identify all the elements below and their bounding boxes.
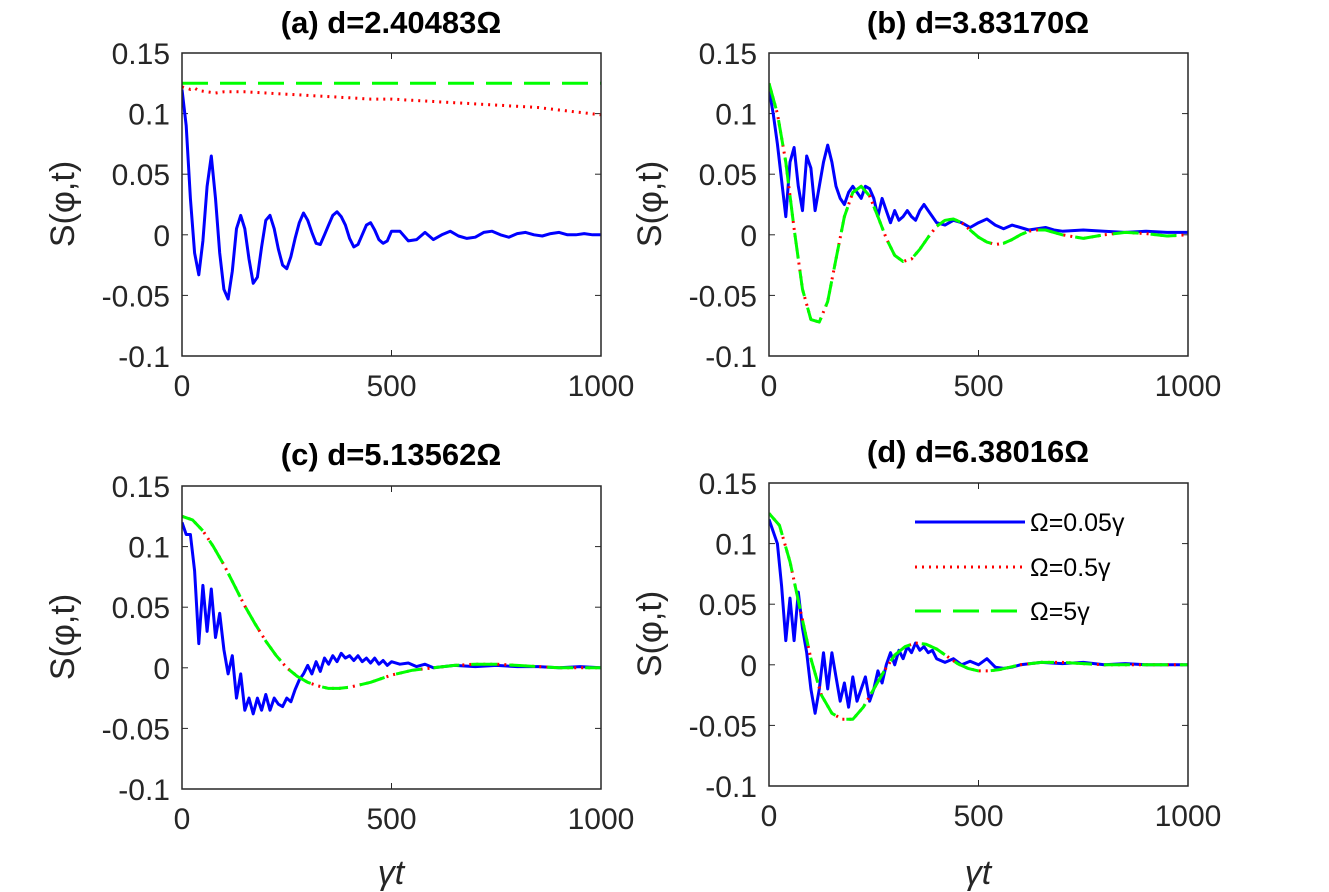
- legend-label-1: Ω=0.5γ: [1030, 554, 1111, 582]
- panel-a-ytick-label-1: -0.05: [102, 280, 170, 313]
- panel-c-xtick-label-1: 500: [366, 803, 416, 836]
- panel-b-ylabel: S(φ,t): [631, 161, 669, 247]
- panel-a: (a) d=2.40483Ω -0.1 -0.05 0 0.05 0.1 0.15 0 500…: [44, 5, 634, 403]
- panel-c-ytick-label-5: 0.15: [112, 471, 170, 504]
- panel-b-xtick-label-2: 1000: [1155, 370, 1222, 403]
- panel-a-ytick-label-2: 0: [153, 220, 170, 253]
- panel-a-axes-frame: [181, 52, 602, 357]
- panel-c-xtick-label-2: 1000: [568, 803, 635, 836]
- panel-c-plot: -0.1 -0.05 0 0.05 0.1 0.15 0 500 1000: [102, 471, 635, 836]
- panel-c-axes-frame: [181, 485, 602, 790]
- panel-d-ytick-label-3: 0.05: [699, 589, 757, 622]
- legend: Ω=0.05γ Ω=0.5γ Ω=5γ: [915, 509, 1125, 626]
- panel-d-axes-frame: [768, 482, 1189, 787]
- panel-d-xtick-label-0: 0: [761, 800, 778, 833]
- panel-a-plot: -0.1 -0.05 0 0.05 0.1 0.15 0 500 1000: [102, 38, 635, 403]
- panel-b-ytick-label-2: 0: [740, 220, 757, 253]
- panel-b-plot: -0.1 -0.05 0 0.05 0.1 0.15 0 500 1000: [689, 38, 1222, 403]
- panel-d-plot: -0.1 -0.05 0 0.05 0.1 0.15 0 500 1000: [689, 468, 1222, 833]
- panel-b-ytick-label-3: 0.05: [699, 159, 757, 192]
- panel-a-background: [182, 53, 601, 356]
- panel-a-ytick-label-0: -0.1: [118, 341, 170, 374]
- panel-b: (b) d=3.83170Ω -0.1 -0.05 0 0.05 0.1 0.15 0 500…: [631, 5, 1221, 403]
- panel-b-xtick-label-1: 500: [953, 370, 1003, 403]
- panel-a-ytick-label-3: 0.05: [112, 159, 170, 192]
- panel-a-series-0: [182, 89, 601, 301]
- panel-a-xtick-label-1: 500: [366, 370, 416, 403]
- panel-d-ytick-label-1: -0.05: [689, 710, 757, 743]
- panel-c-ytick-label-1: -0.05: [102, 713, 170, 746]
- panel-c-xlabel: γt: [378, 854, 406, 892]
- panel-d-xtick-label-1: 500: [953, 800, 1003, 833]
- panel-b-series-2: [769, 82, 1188, 324]
- panel-a-title: (a) d=2.40483Ω: [281, 5, 501, 40]
- panel-a-ytick-label-5: 0.15: [112, 38, 170, 71]
- panel-d-ytick-label-4: 0.1: [715, 529, 757, 562]
- legend-label-2: Ω=5γ: [1030, 598, 1090, 626]
- panel-d-ylabel: S(φ,t): [631, 591, 669, 677]
- panel-c-ytick-label-2: 0: [153, 653, 170, 686]
- panel-a-ytick-label-4: 0.1: [128, 99, 170, 132]
- panel-b-background: [769, 53, 1188, 356]
- panel-c-xtick-label-0: 0: [174, 803, 191, 836]
- panel-d-series-2: [769, 512, 1188, 721]
- panel-d-ytick-label-0: -0.1: [705, 771, 757, 804]
- panel-a-xtick-label-0: 0: [174, 370, 191, 403]
- panel-c-series-2: [182, 514, 601, 690]
- panel-a-ylabel: S(φ,t): [44, 161, 82, 247]
- panel-d-ytick-label-2: 0: [740, 650, 757, 683]
- panel-d-xtick-label-2: 1000: [1155, 800, 1222, 833]
- legend-label-0: Ω=0.05γ: [1030, 509, 1125, 537]
- panel-b-series-0: [769, 89, 1188, 234]
- panel-b-ytick-label-0: -0.1: [705, 341, 757, 374]
- panel-b-ytick-label-5: 0.15: [699, 38, 757, 71]
- panel-c: (c) d=5.13562Ω -0.1 -0.05 0 0.05 0.1 0.15 0 500…: [44, 437, 634, 892]
- panel-b-ytick-label-4: 0.1: [715, 99, 757, 132]
- panel-c-ytick-label-4: 0.1: [128, 532, 170, 565]
- panel-d-xlabel: γt: [965, 854, 993, 892]
- panel-b-ytick-label-1: -0.05: [689, 280, 757, 313]
- panel-b-axes-frame: [768, 52, 1189, 357]
- panel-a-xtick-label-2: 1000: [568, 370, 635, 403]
- panel-c-background: [182, 486, 601, 789]
- panel-d: (d) d=6.38016Ω -0.1 -0.05 0 0.05 0.1 0.15 0 500…: [631, 434, 1221, 892]
- panel-d-background: [769, 483, 1188, 786]
- panel-c-ytick-label-0: -0.1: [118, 774, 170, 807]
- panel-b-xtick-label-0: 0: [761, 370, 778, 403]
- panel-d-ytick-label-5: 0.15: [699, 468, 757, 501]
- panel-b-title: (b) d=3.83170Ω: [867, 5, 1089, 40]
- panel-c-series-0: [182, 521, 601, 716]
- panel-c-ylabel: S(φ,t): [44, 594, 82, 680]
- panel-c-ytick-label-3: 0.05: [112, 592, 170, 625]
- panel-d-title: (d) d=6.38016Ω: [867, 434, 1089, 469]
- panel-c-title: (c) d=5.13562Ω: [281, 437, 501, 472]
